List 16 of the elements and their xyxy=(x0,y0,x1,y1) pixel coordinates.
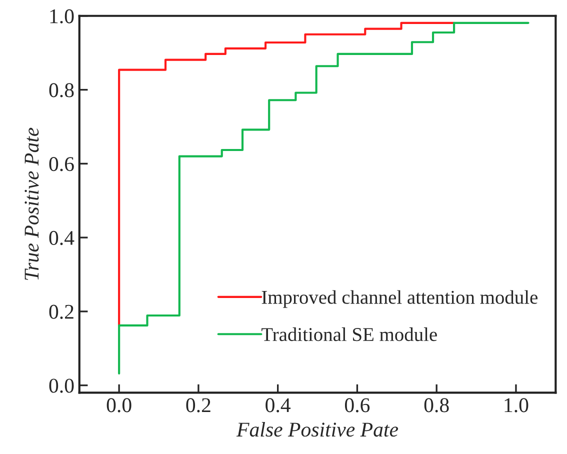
x-tick-label: 0.4 xyxy=(266,398,291,412)
y-axis-title: True Positive Pate xyxy=(24,128,39,280)
y-tick-label: 0.2 xyxy=(49,304,74,319)
y-tick-label: 0.6 xyxy=(49,157,74,172)
x-tick-label: 0.8 xyxy=(424,398,449,412)
y-tick-label: 0.4 xyxy=(49,230,74,246)
x-axis-title: False Positive Pate xyxy=(236,422,398,437)
y-tick-label: 0.0 xyxy=(49,378,74,393)
legend-label: Improved channel attention module xyxy=(262,290,538,308)
x-tick-label: 0.0 xyxy=(106,398,132,412)
x-tick-label: 0.2 xyxy=(186,398,210,412)
x-tick-label: 1.0 xyxy=(504,398,528,412)
x-tick-label: 0.6 xyxy=(344,398,370,412)
y-tick-label: 0.8 xyxy=(49,83,74,98)
legend-label: Traditional SE module xyxy=(262,327,437,342)
y-tick-label: 1.0 xyxy=(50,9,74,24)
